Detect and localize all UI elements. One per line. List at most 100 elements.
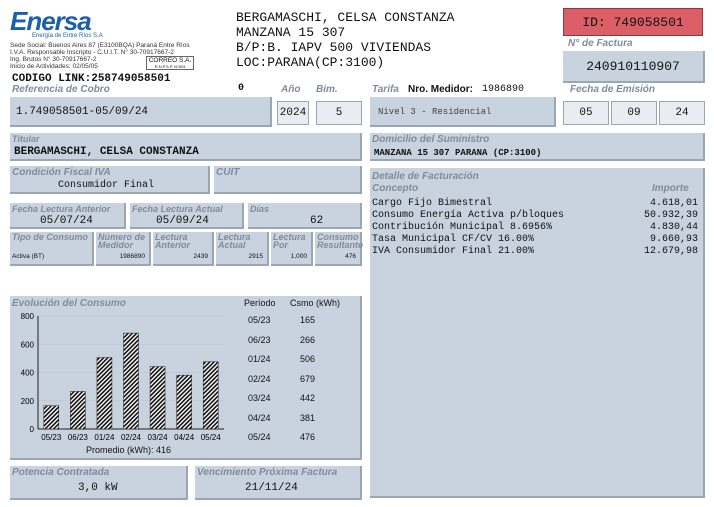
lectura-actual-value: 05/09/24 (156, 215, 209, 227)
titular-box: Titular BERGAMASCHI, CELSA CONSTANZA (10, 133, 362, 161)
meter-header: Tipo de Consumo (12, 232, 88, 242)
meter-col: Lectura Anterior 2439 (153, 232, 214, 266)
chart-xtick-label: 05/24 (201, 433, 222, 442)
consumption-chart: 0 200 400 600 800 05/23 06/23 01/24 02/24 03/24 04… (21, 312, 224, 442)
company-info-2: I.V.A. Responsable Inscripto - C.U.I.T. … (10, 49, 174, 56)
factura-label: N° de Factura (568, 38, 633, 49)
meter-cell: 2915 (248, 253, 263, 260)
dias-label: Días (250, 204, 270, 214)
tarifa-label: Tarifa (372, 84, 399, 95)
promedio-label: Promedio (kWh): 416 (86, 445, 172, 455)
factura-value: 240910110907 (586, 59, 680, 74)
detalle-importe: 12.679,98 (643, 246, 698, 257)
detalle-label: Detalle de Facturación (372, 171, 479, 182)
detalle-row: Cargo Fijo Bimestral 4.618,01 (372, 198, 698, 210)
chart-xtick-label: 01/24 (94, 433, 115, 442)
detalle-importe: 4.618,01 (649, 198, 698, 209)
evol-csmo: 476 (300, 432, 316, 442)
chart-ytick-label: 400 (21, 369, 35, 378)
potencia-label: Potencia Contratada (12, 467, 110, 478)
potencia-value: 3,0 kW (78, 482, 118, 494)
detalle-concepto: Tasa Municipal CF/CV 16.00% (372, 234, 535, 245)
chart-bar (70, 391, 86, 430)
detalle-row: IVA Consumidor Final 21.00% 12.679,98 (372, 246, 698, 258)
emision-label: Fecha de Emisión (570, 84, 656, 95)
meter-cell: Activa (BT) (12, 253, 45, 260)
company-info-4: Inicio de Actividades: 02/05/05 (10, 63, 98, 70)
meter-col: Consumo Resultante 476 (315, 232, 364, 266)
vencimiento-box: Vencimiento Próxima Factura 21/11/24 (195, 466, 362, 500)
detalle-importe: 4.830,44 (649, 222, 698, 233)
medidor-label: Nro. Medidor: (408, 84, 473, 95)
referencia-zero: 0 (238, 83, 245, 94)
company-tagline: Energía de Entre Ríos S.A (32, 33, 103, 39)
csmo-label: Csmo (kWh) (290, 298, 340, 308)
chart-xtick-label: 04/24 (174, 433, 195, 442)
medidor-value: 1986890 (482, 84, 525, 95)
lectura-actual-label: Fecha Lectura Actual (132, 204, 223, 214)
detalle-importe: 50.932,39 (643, 210, 698, 221)
emision-month: 09 (611, 101, 657, 125)
vencimiento-label: Vencimiento Próxima Factura (197, 467, 338, 478)
lectura-anterior-value: 05/07/24 (40, 215, 93, 227)
potencia-box: Potencia Contratada 3,0 kW (10, 466, 188, 500)
chart-bar (202, 361, 219, 430)
chart-xtick-label: 02/24 (121, 433, 142, 442)
detalle-row: Contribución Municipal 8.6956% 4.830,44 (372, 222, 698, 234)
evol-periodo: 05/23 (248, 315, 271, 325)
chart-xtick-label: 05/23 (41, 433, 62, 442)
referencia-box: 1.749058501-05/09/24 (10, 97, 272, 127)
evol-periodo: 02/24 (248, 373, 271, 384)
detalle-row: Tasa Municipal CF/CV 16.00% 9.660,93 (372, 234, 698, 246)
meter-header: Lectura Actual (218, 232, 251, 250)
periodo-label: Período (244, 298, 276, 308)
evol-periodo: 01/24 (248, 354, 271, 364)
tarifa-value: Nivel 3 - Residencial (378, 107, 492, 117)
tarifa-box: Nivel 3 - Residencial (370, 97, 556, 127)
meter-header: Lectura Anterior (155, 232, 191, 250)
domicilio-value: MANZANA 15 307 PARANA (CP:3100) (374, 148, 542, 158)
id-value: ID: 749058501 (582, 14, 684, 30)
meter-cell: 1986890 (119, 253, 145, 260)
detalle-row: Consumo Energía Activa p/bloques 50.932,3… (372, 210, 698, 222)
cuit-box: CUIT (214, 166, 362, 194)
dias-box: Días 62 (248, 203, 362, 229)
customer-name: BERGAMASCHI, CELSA CONSTANZA (236, 10, 455, 25)
meter-header: Consumo Resultante (317, 232, 364, 250)
emision-year: 24 (659, 101, 705, 125)
detalle-concepto: IVA Consumidor Final 21.00% (372, 246, 535, 257)
evolucion-label: Evolución del Consumo (12, 298, 126, 309)
emision-day: 05 (563, 101, 609, 125)
customer-barrio: B/P:B. IAPV 500 VIVIENDAS (236, 40, 432, 55)
concepto-label: Concepto (372, 183, 419, 194)
meter-cell: 2439 (193, 253, 208, 260)
customer-loc: LOC:PARANA(CP:3100) (236, 55, 385, 70)
logo-text: Enersa (10, 6, 92, 36)
detalle-concepto: Consumo Energía Activa p/bloques (372, 210, 565, 221)
detalle-concepto: Cargo Fijo Bimestral (372, 198, 493, 209)
detalle-importe: 9.660,93 (649, 234, 698, 245)
lectura-anterior-label: Fecha Lectura Anterior (12, 204, 111, 214)
customer-address: MANZANA 15 307 (236, 25, 346, 40)
referencia-label: Referencia de Cobro (12, 84, 110, 95)
codigo-link: CODIGO LINK:258749058501 (12, 73, 171, 85)
evol-csmo: 442 (300, 393, 316, 403)
meter-col: Lectura Actual 2915 (216, 232, 269, 266)
referencia-value: 1.749058501-05/09/24 (16, 106, 149, 118)
meter-col: Lectura Por 1,000 (271, 232, 313, 266)
chart-ytick-label: 200 (21, 397, 35, 406)
evol-csmo: 679 (300, 373, 316, 384)
domicilio-label: Domicilio del Suministro (372, 134, 490, 145)
meter-cell: 1,000 (290, 253, 307, 260)
chart-bar (176, 374, 192, 430)
iva-value: Consumidor Final (58, 180, 155, 191)
vencimiento-value: 21/11/24 (245, 482, 298, 494)
chart-ytick-label: 800 (21, 312, 35, 321)
chart-ytick-label: 600 (21, 340, 35, 349)
evol-periodo: 04/24 (248, 412, 271, 423)
evol-periodo: 05/24 (248, 432, 271, 442)
dias-value: 62 (310, 215, 324, 227)
chart-bar (123, 332, 139, 430)
titular-label: Titular (12, 134, 40, 144)
correo-stamp: CORREO S.A. R.N.P.S.P. N°824 (146, 56, 194, 70)
